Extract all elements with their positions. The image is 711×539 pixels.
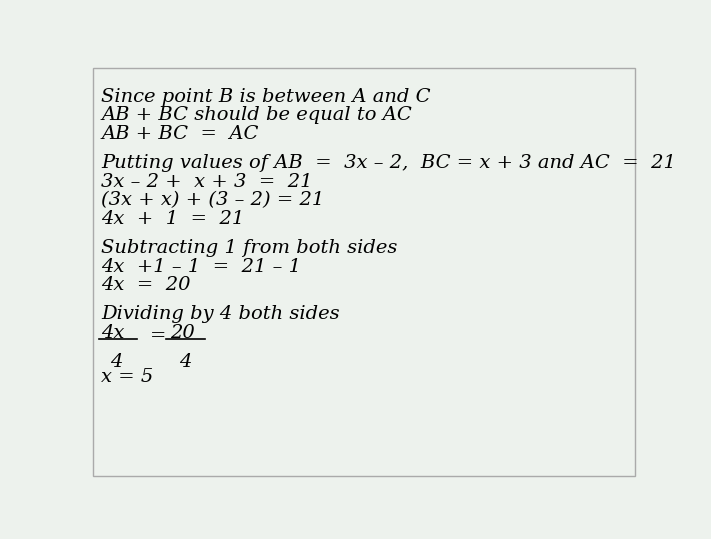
Text: 4x  +  1  =  21: 4x + 1 = 21	[101, 210, 245, 228]
Text: (3x + x) + (3 – 2) = 21: (3x + x) + (3 – 2) = 21	[101, 191, 324, 209]
Text: 20: 20	[171, 324, 196, 342]
Text: Since point B is between A and C: Since point B is between A and C	[101, 87, 430, 106]
Text: AB + BC  =  AC: AB + BC = AC	[101, 125, 258, 143]
FancyBboxPatch shape	[93, 68, 636, 476]
Text: 4x  =  20: 4x = 20	[101, 277, 191, 294]
Text: 4x: 4x	[101, 324, 124, 342]
Text: x = 5: x = 5	[101, 368, 154, 385]
Text: 4: 4	[178, 353, 191, 371]
Text: AB + BC should be equal to AC: AB + BC should be equal to AC	[101, 106, 412, 124]
Text: 4x  +1 – 1  =  21 – 1: 4x +1 – 1 = 21 – 1	[101, 258, 301, 275]
Text: 3x – 2 +  x + 3  =  21: 3x – 2 + x + 3 = 21	[101, 172, 313, 191]
Text: Dividing by 4 both sides: Dividing by 4 both sides	[101, 306, 340, 323]
Text: 4: 4	[109, 353, 122, 371]
Text: =: =	[149, 327, 166, 345]
Text: Subtracting 1 from both sides: Subtracting 1 from both sides	[101, 239, 397, 257]
Text: Putting values of AB  =  3x – 2,  BC = x + 3 and AC  =  21: Putting values of AB = 3x – 2, BC = x + …	[101, 154, 676, 172]
